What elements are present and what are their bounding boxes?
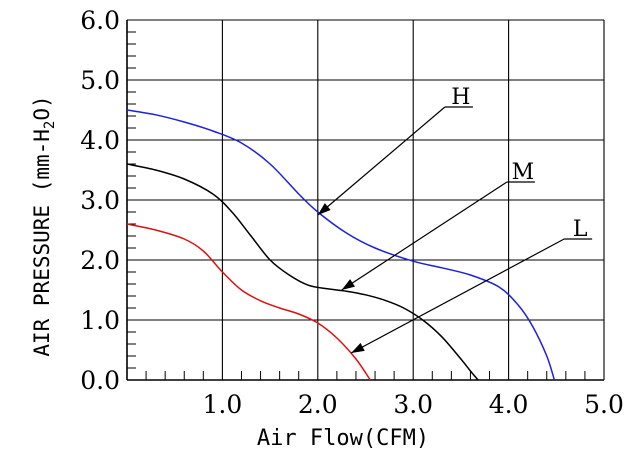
x-axis-title: Air Flow(CFM) (257, 426, 429, 451)
series-line-l (126, 223, 371, 381)
series-line-h (126, 109, 556, 381)
y-tick-label: 2.0 (80, 246, 120, 275)
arrowhead (341, 279, 355, 290)
leader-line (317, 106, 446, 216)
y-tick-label: 1.0 (80, 306, 120, 335)
x-tick-label: 4.0 (489, 390, 529, 419)
arrowhead (351, 342, 365, 353)
annotations: H M L (317, 85, 593, 354)
y-tick-label: 4.0 (80, 126, 120, 155)
x-tick-label: 5.0 (584, 390, 624, 419)
curve-label-l: L (573, 217, 588, 242)
x-tick-label: 1.0 (203, 390, 243, 419)
series-line-m (126, 163, 479, 381)
y-tick-label: 6.0 (80, 6, 120, 35)
y-axis-title-sub: 2 (42, 121, 58, 129)
y-tick-label: 5.0 (80, 66, 120, 95)
minor-ticks (127, 31, 586, 380)
y-axis-title-main: AIR PRESSURE (mm-H (30, 129, 54, 357)
x-tick-label: 2.0 (298, 390, 338, 419)
y-tick-label: 3.0 (80, 186, 120, 215)
x-tick-label: 3.0 (393, 390, 433, 419)
series-group (126, 109, 556, 381)
leader-line (341, 181, 508, 291)
leader-line (350, 238, 565, 354)
tick-labels: 0.0 1.0 2.0 3.0 4.0 5.0 6.0 1.0 2.0 3.0 4.0 5.0 (80, 6, 624, 419)
arrowhead (317, 203, 331, 215)
y-axis-title: AIR PRESSURE (mm-H2O) (30, 95, 58, 356)
grid (126, 19, 605, 381)
y-tick-label: 0.0 (80, 366, 120, 395)
curve-label-h: H (451, 85, 470, 110)
y-axis-title-end: O) (30, 95, 54, 120)
curve-label-m: M (512, 160, 535, 185)
